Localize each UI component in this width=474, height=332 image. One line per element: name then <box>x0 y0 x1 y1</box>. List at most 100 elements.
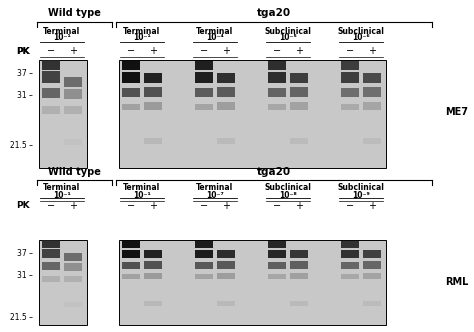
Bar <box>119 60 386 168</box>
Bar <box>341 88 359 97</box>
Bar <box>268 250 286 258</box>
Bar <box>268 88 286 97</box>
Bar <box>122 72 140 83</box>
Bar <box>363 137 381 144</box>
Bar <box>42 107 60 114</box>
Bar <box>122 274 140 279</box>
Bar <box>217 273 235 279</box>
Text: PK: PK <box>16 202 29 210</box>
Bar <box>64 253 82 261</box>
Bar <box>144 137 162 144</box>
Bar <box>290 273 308 279</box>
Text: Subclinical: Subclinical <box>264 27 311 36</box>
Text: 10⁻⁷: 10⁻⁷ <box>206 191 224 200</box>
Bar <box>217 137 235 144</box>
Text: +: + <box>149 201 157 211</box>
Bar <box>144 73 162 83</box>
Bar <box>217 261 235 269</box>
Bar <box>341 104 359 110</box>
Bar <box>341 274 359 279</box>
Text: 21.5 –: 21.5 – <box>10 140 33 149</box>
Text: −: − <box>47 46 55 56</box>
Bar <box>363 250 381 258</box>
Bar <box>341 250 359 258</box>
Text: −: − <box>273 46 281 56</box>
Bar <box>195 61 213 70</box>
Bar <box>195 274 213 279</box>
Bar <box>363 103 381 110</box>
Bar <box>144 250 162 258</box>
Bar <box>42 262 60 270</box>
Bar <box>144 273 162 279</box>
Bar <box>64 263 82 271</box>
Bar <box>195 88 213 97</box>
Text: Subclinical: Subclinical <box>337 27 384 36</box>
Text: Terminal: Terminal <box>196 27 234 36</box>
Bar <box>195 72 213 83</box>
Bar <box>363 87 381 97</box>
Bar <box>122 61 140 70</box>
Text: 10⁻⁶: 10⁻⁶ <box>352 34 370 42</box>
Bar <box>290 261 308 269</box>
Bar <box>290 137 308 144</box>
Bar <box>64 276 82 282</box>
Text: +: + <box>149 46 157 56</box>
Bar <box>39 240 87 325</box>
Bar <box>217 103 235 110</box>
Bar <box>42 88 60 98</box>
Text: 31 –: 31 – <box>17 91 33 100</box>
Text: Terminal: Terminal <box>196 184 234 193</box>
Bar <box>122 241 140 248</box>
Text: Wild type: Wild type <box>48 8 101 18</box>
Text: tga20: tga20 <box>257 8 291 18</box>
Bar <box>144 301 162 306</box>
Text: +: + <box>69 201 77 211</box>
Text: 10⁻¹: 10⁻¹ <box>133 34 151 42</box>
Text: PK: PK <box>16 46 29 55</box>
Text: 31 –: 31 – <box>17 271 33 280</box>
Bar <box>290 103 308 110</box>
Bar <box>39 60 87 168</box>
Text: −: − <box>200 46 208 56</box>
Text: +: + <box>368 201 376 211</box>
Bar <box>195 104 213 110</box>
Bar <box>268 104 286 110</box>
Bar <box>195 250 213 258</box>
Text: 10⁻¹: 10⁻¹ <box>53 34 71 42</box>
Bar <box>290 250 308 258</box>
Bar <box>341 61 359 70</box>
Text: 37 –: 37 – <box>17 248 33 258</box>
Bar <box>363 301 381 306</box>
Text: −: − <box>346 46 354 56</box>
Text: Terminal: Terminal <box>123 184 161 193</box>
Text: Wild type: Wild type <box>48 167 101 177</box>
Bar <box>268 61 286 70</box>
Bar <box>64 77 82 87</box>
Text: Terminal: Terminal <box>44 27 81 36</box>
Bar <box>217 250 235 258</box>
Text: 37 –: 37 – <box>17 68 33 77</box>
Bar <box>195 262 213 269</box>
Bar <box>64 302 82 307</box>
Text: 10⁻⁸: 10⁻⁸ <box>279 191 297 200</box>
Bar <box>144 103 162 110</box>
Text: −: − <box>127 201 135 211</box>
Text: RML: RML <box>445 277 468 287</box>
Bar <box>217 73 235 83</box>
Bar <box>122 250 140 258</box>
Bar <box>341 72 359 83</box>
Text: +: + <box>69 46 77 56</box>
Bar <box>217 301 235 306</box>
Text: 10⁻⁵: 10⁻⁵ <box>279 34 297 42</box>
Bar <box>268 274 286 279</box>
Bar <box>42 240 60 248</box>
Bar <box>268 262 286 269</box>
Bar <box>290 87 308 97</box>
Bar <box>144 87 162 97</box>
Text: −: − <box>346 201 354 211</box>
Text: PK: PK <box>16 46 29 55</box>
Bar <box>122 88 140 97</box>
Bar <box>195 241 213 248</box>
Bar <box>64 138 82 145</box>
Bar <box>290 73 308 83</box>
